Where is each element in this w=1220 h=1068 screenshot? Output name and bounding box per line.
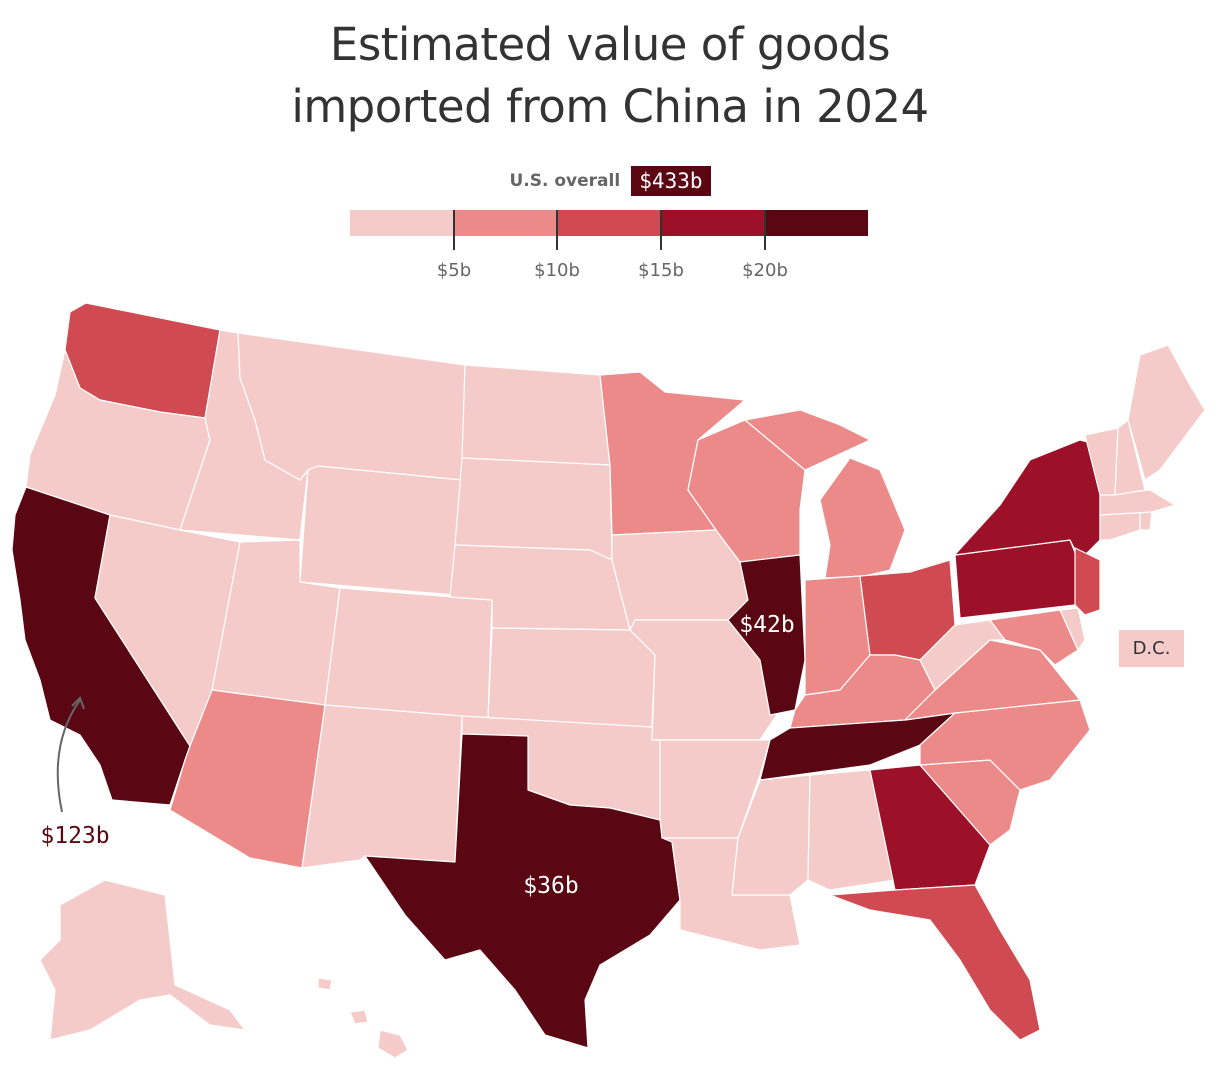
legend-tick-10: [556, 210, 558, 250]
state-michigan-upper[interactable]: [744, 409, 871, 471]
legend-bin-3: [557, 210, 661, 236]
dc-label: D.C.: [1119, 630, 1184, 667]
california-callout-arrowhead: [71, 696, 85, 710]
state-south-dakota[interactable]: [454, 457, 613, 561]
state-alabama[interactable]: [807, 769, 896, 891]
california-value-label: $123b: [40, 823, 109, 849]
state-connecticut[interactable]: [1099, 511, 1141, 541]
us-overall-label: U.S. overall: [509, 171, 621, 191]
state-hawaii[interactable]: [377, 1029, 409, 1059]
title-line-1: Estimated value of goods: [329, 18, 891, 71]
state-hawaii-oahu[interactable]: [317, 977, 333, 991]
chart-title: Estimated value of goods imported from C…: [0, 14, 1220, 138]
state-rhode-island[interactable]: [1139, 511, 1153, 531]
texas-value-label: $36b: [523, 873, 578, 899]
state-delaware[interactable]: [1059, 607, 1086, 651]
legend-tick-5: [453, 210, 455, 250]
state-new-hampshire[interactable]: [1114, 419, 1146, 496]
state-georgia[interactable]: [869, 764, 991, 891]
legend-bin-5: [764, 210, 868, 236]
color-legend: [350, 210, 868, 236]
state-texas[interactable]: [364, 733, 681, 1049]
legend-tick-label-10: $10b: [534, 260, 580, 281]
us-overall: U.S. overall $433b: [0, 166, 1220, 196]
state-montana[interactable]: [237, 332, 466, 481]
legend-tick-label-15: $15b: [638, 260, 684, 281]
title-line-2: imported from China in 2024: [291, 80, 929, 133]
state-new-jersey[interactable]: [1074, 547, 1101, 616]
illinois-value-label: $42b: [739, 612, 794, 638]
california-callout-arrow: [56, 699, 81, 813]
state-maine[interactable]: [1127, 344, 1206, 481]
state-illinois[interactable]: [727, 554, 806, 716]
legend-tick-15: [660, 210, 662, 250]
state-michigan[interactable]: [819, 457, 906, 579]
legend-tick-20: [764, 210, 766, 250]
legend-bin-2: [453, 210, 558, 236]
state-north-dakota[interactable]: [461, 364, 611, 466]
us-overall-value: $433b: [631, 166, 711, 196]
legend-tick-label-5: $5b: [436, 260, 472, 281]
state-new-mexico[interactable]: [301, 704, 463, 869]
state-hawaii-maui[interactable]: [349, 1009, 369, 1025]
legend-bin-4: [660, 210, 765, 236]
state-florida[interactable]: [829, 884, 1041, 1041]
legend-bin-1: [350, 210, 454, 236]
state-alaska[interactable]: [39, 879, 246, 1041]
state-kansas[interactable]: [487, 627, 656, 728]
legend-tick-label-20: $20b: [742, 260, 788, 281]
state-colorado[interactable]: [324, 587, 493, 721]
state-wyoming[interactable]: [299, 465, 463, 596]
state-new-york[interactable]: [949, 439, 1101, 561]
